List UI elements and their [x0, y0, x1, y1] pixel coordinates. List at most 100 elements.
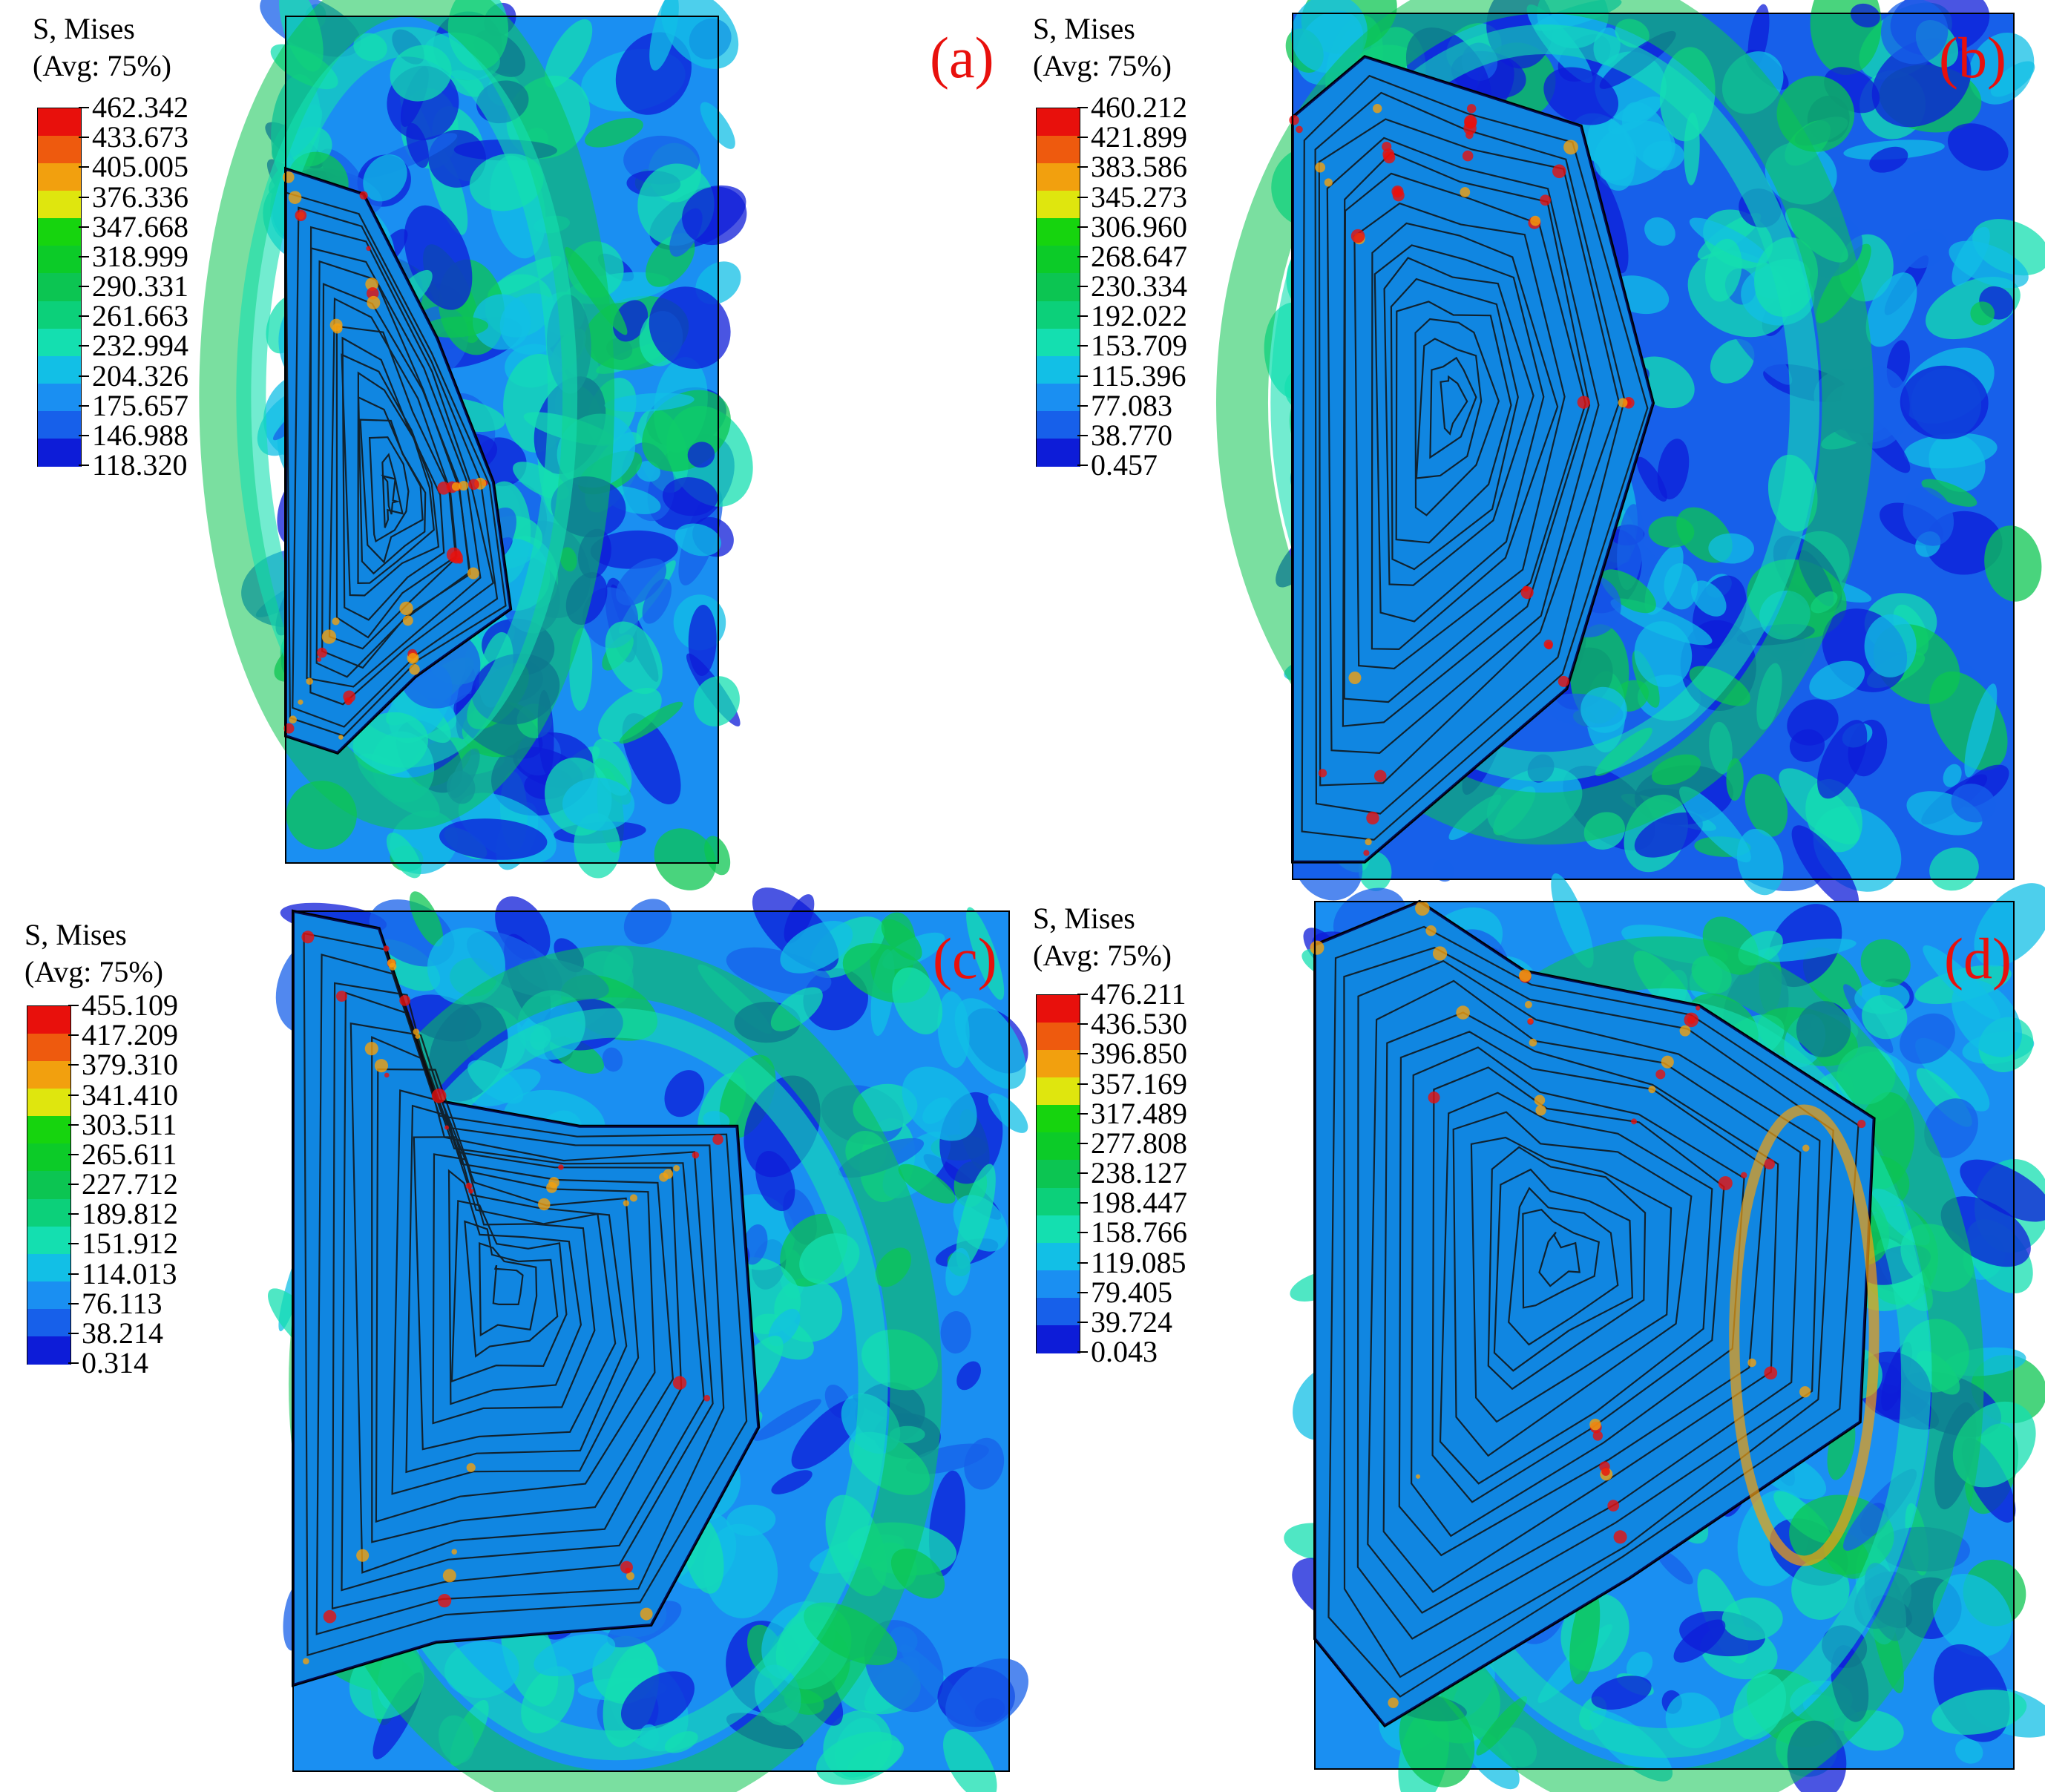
legend-level-label: 153.709	[1091, 329, 1187, 363]
legend-tick	[79, 345, 89, 347]
legend-level-label: 318.999	[92, 239, 188, 273]
legend-color-swatch	[1037, 136, 1080, 165]
legend-level-label: 421.899	[1091, 120, 1187, 154]
legend-tick	[1077, 465, 1088, 466]
legend-tick	[68, 1153, 79, 1155]
legend-color-swatch	[27, 1253, 70, 1282]
legend-tick	[1077, 255, 1088, 257]
high-stress-spots	[301, 931, 723, 1664]
legend-tick	[1077, 375, 1088, 377]
legend-level-label: 433.673	[92, 120, 188, 154]
legend-level-label: 306.960	[1091, 209, 1187, 243]
legend-level-label: 0.314	[82, 1346, 148, 1379]
legend-color-swatch	[1037, 438, 1080, 467]
legend-tick	[1077, 994, 1088, 995]
legend-level-label: 261.663	[92, 299, 188, 333]
legend-level-label: 462.342	[92, 91, 188, 124]
legend-level-label: 290.331	[92, 269, 188, 303]
legend-tick	[1077, 1261, 1088, 1264]
panel-b-color-legend	[1036, 108, 1080, 467]
legend-tick	[1077, 1112, 1088, 1115]
legend-tick	[79, 465, 89, 466]
stress-halo	[199, 0, 615, 830]
legend-level-label: 277.808	[1091, 1126, 1187, 1160]
panel-d-color-legend	[1036, 994, 1080, 1353]
legend-tick	[1077, 315, 1088, 318]
legend-level-label: 265.611	[82, 1137, 177, 1171]
legend-color-swatch	[1037, 995, 1080, 1024]
legend-tick	[79, 137, 89, 139]
legend-tick	[68, 1184, 79, 1185]
legend-tick	[1077, 434, 1088, 436]
legend-color-swatch	[27, 1143, 70, 1172]
legend-tick	[1077, 226, 1088, 228]
legend-color-swatch	[1037, 1077, 1080, 1106]
legend-color-swatch	[38, 273, 81, 302]
legend-level-label: 460.212	[1091, 91, 1187, 124]
deformed-region	[284, 166, 513, 755]
legend-level-label: 455.109	[82, 988, 178, 1022]
legend-color-swatch	[1037, 1132, 1080, 1161]
legend-tick	[1077, 286, 1088, 287]
deformed-region	[1291, 55, 1655, 864]
legend-level-label: 436.530	[1091, 1007, 1187, 1041]
legend-color-swatch	[1037, 246, 1080, 275]
legend-color-swatch	[27, 1308, 70, 1337]
panel-d-contour-plot	[1284, 873, 2045, 1792]
legend-color-swatch	[38, 246, 81, 275]
legend-level-label: 357.169	[1091, 1066, 1187, 1100]
legend-level-label: 192.022	[1091, 299, 1187, 333]
legend-tick	[1077, 1202, 1088, 1204]
panel-c-contour-plot	[268, 887, 1028, 1792]
legend-color-swatch	[38, 355, 81, 384]
panel-a-legend-avg: (Avg: 75%)	[33, 49, 171, 82]
legend-level-label: 198.447	[1091, 1186, 1187, 1220]
deformed-region	[292, 909, 761, 1687]
legend-level-label: 268.647	[1091, 239, 1187, 273]
legend-tick	[1077, 137, 1088, 139]
legend-level-label: 383.586	[1091, 150, 1187, 184]
legend-tick	[68, 1213, 79, 1215]
legend-level-label: 77.083	[1091, 388, 1172, 422]
legend-tick	[79, 107, 89, 108]
legend-level-label: 38.770	[1091, 418, 1172, 452]
legend-level-label: 341.410	[82, 1077, 178, 1112]
legend-tick	[1077, 107, 1088, 108]
legend-level-label: 39.724	[1091, 1304, 1172, 1339]
high-stress-spots	[1289, 104, 1635, 856]
panel-d-tag: (d)	[1944, 926, 2012, 991]
legend-color-swatch	[27, 1336, 70, 1365]
legend-color-swatch	[38, 328, 81, 357]
stress-halo	[1216, 0, 1874, 845]
panel-a-tag: (a)	[930, 25, 994, 90]
legend-level-label: 396.850	[1091, 1037, 1187, 1071]
legend-color-swatch	[1037, 1325, 1080, 1353]
legend-color-swatch	[1037, 410, 1080, 439]
legend-tick	[1077, 1232, 1088, 1234]
legend-tick	[79, 226, 89, 228]
legend-level-label: 118.320	[92, 448, 188, 482]
legend-color-swatch	[1037, 191, 1080, 220]
panel-c-color-legend	[27, 1005, 71, 1365]
panel-b-tag: (b)	[1939, 25, 2006, 90]
legend-tick	[79, 404, 89, 407]
legend-level-label: 189.812	[82, 1197, 178, 1231]
high-stress-spots	[1310, 901, 1880, 1708]
legend-color-swatch	[27, 1116, 70, 1145]
legend-tick	[1077, 1172, 1088, 1174]
panel-a-color-legend	[37, 108, 82, 467]
contour-lines	[284, 191, 507, 737]
legend-tick	[1077, 1321, 1088, 1323]
legend-color-swatch	[1037, 1023, 1080, 1051]
legend-color-swatch	[1037, 328, 1080, 357]
panel-b-legend-avg: (Avg: 75%)	[1033, 49, 1172, 82]
legend-color-swatch	[1037, 1215, 1080, 1244]
legend-level-label: 347.668	[92, 209, 188, 243]
legend-color-swatch	[1037, 1270, 1080, 1299]
legend-level-label: 0.457	[1091, 448, 1158, 482]
legend-tick	[1077, 166, 1088, 168]
legend-level-label: 151.912	[82, 1227, 178, 1261]
legend-color-swatch	[38, 301, 81, 329]
legend-color-swatch	[1037, 383, 1080, 412]
legend-tick	[1077, 196, 1088, 198]
